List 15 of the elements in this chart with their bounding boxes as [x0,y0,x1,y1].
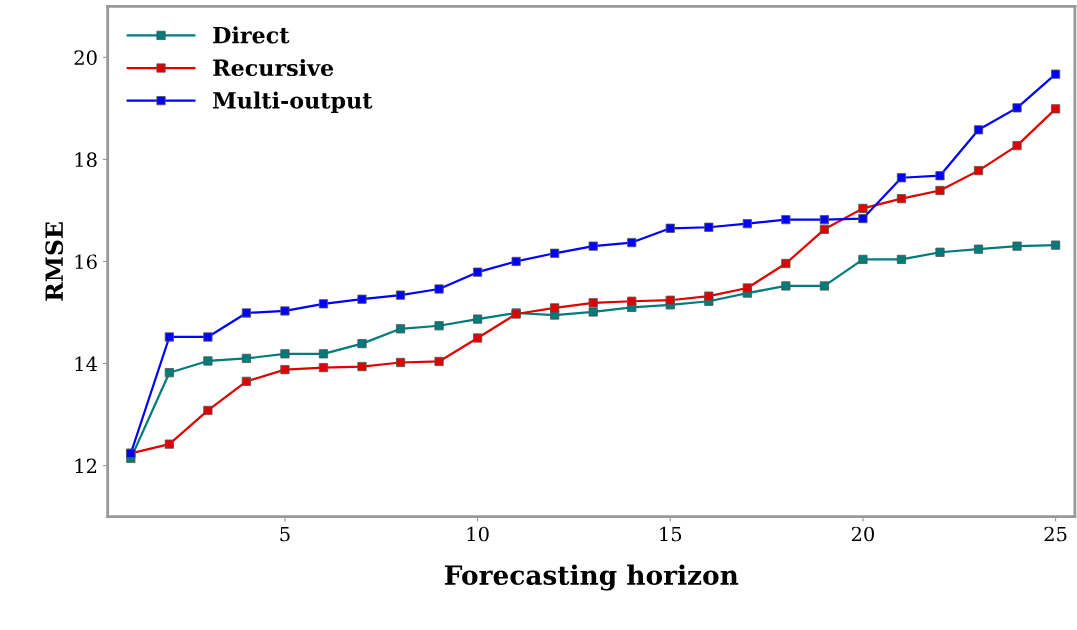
x-tick-label: 5 [280,526,290,542]
y-tick-label: 14 [75,356,97,371]
x-tick-label: 15 [660,526,682,542]
x-tick-label: 25 [1044,526,1067,542]
legend-label: Multi-output [213,91,373,114]
x-tick-label: 20 [851,526,874,542]
y-axis-title: RMSE [45,222,64,301]
legend-label: Recursive [213,58,334,77]
y-tick-label: 16 [75,254,97,270]
x-tick-label: 10 [467,526,489,542]
y-tick-label: 20 [74,50,97,65]
x-axis-title: Forecasting horizon [444,564,739,591]
legend-label: Direct [213,26,290,44]
y-tick-label: 12 [75,458,97,473]
y-tick-label: 18 [75,152,97,168]
